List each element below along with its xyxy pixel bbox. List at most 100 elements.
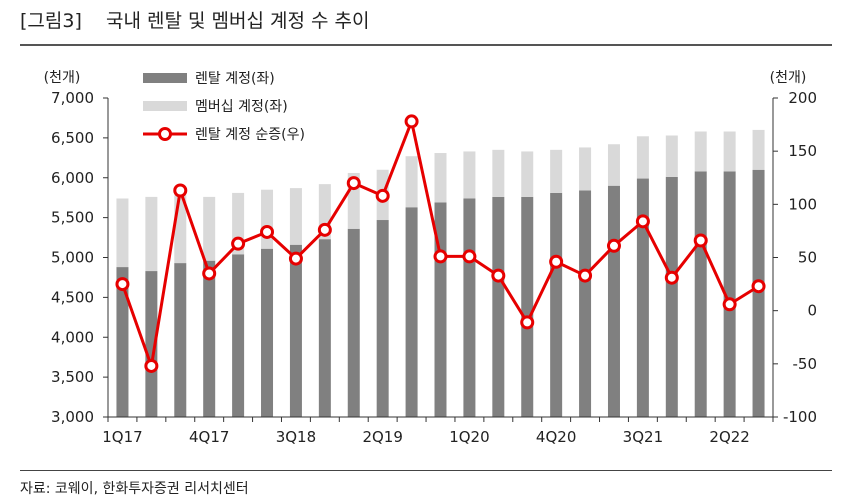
bar-membership-2Q20 bbox=[492, 149, 505, 197]
left-tick-label: 3,500 bbox=[51, 368, 94, 386]
bar-rental-4Q20 bbox=[550, 192, 563, 417]
net-adds-point-3Q22 bbox=[751, 279, 766, 294]
net-adds-point-4Q20 bbox=[549, 254, 564, 269]
bar-membership-3Q22 bbox=[752, 129, 765, 170]
bar-rental-2Q19 bbox=[376, 220, 389, 417]
x-tick-label: 4Q17 bbox=[189, 428, 229, 446]
source-divider bbox=[20, 470, 832, 471]
bar-membership-1Q21 bbox=[579, 147, 592, 191]
bar-membership-3Q20 bbox=[521, 151, 534, 197]
left-tick-label: 5,500 bbox=[51, 209, 94, 227]
left-tick-label: 4,500 bbox=[51, 288, 94, 306]
right-tick-label: 50 bbox=[798, 249, 817, 267]
bar-rental-3Q17 bbox=[174, 263, 187, 417]
x-tick-label: 4Q20 bbox=[536, 428, 576, 446]
right-tick-label: 200 bbox=[788, 89, 817, 107]
net-adds-point-2Q22 bbox=[722, 297, 737, 312]
bar-rental-3Q20 bbox=[521, 196, 534, 417]
bar-membership-3Q19 bbox=[405, 156, 418, 208]
bar-rental-2Q20 bbox=[492, 196, 505, 417]
left-tick-label: 5,000 bbox=[51, 249, 94, 267]
net-adds-point-3Q19 bbox=[404, 114, 419, 129]
net-adds-point-2Q18 bbox=[260, 224, 275, 239]
bar-rental-1Q21 bbox=[579, 190, 592, 417]
right-tick-label: -50 bbox=[793, 355, 818, 373]
net-adds-point-4Q17 bbox=[202, 266, 217, 281]
left-axis-unit-label: (천개) bbox=[44, 70, 81, 86]
x-tick-label: 2Q22 bbox=[709, 428, 749, 446]
net-adds-point-3Q17 bbox=[173, 183, 188, 198]
legend-swatch-membership bbox=[143, 101, 187, 111]
left-tick-label: 6,000 bbox=[51, 169, 94, 187]
bar-rental-1Q22 bbox=[694, 171, 707, 417]
right-tick-label: 0 bbox=[807, 302, 817, 320]
bar-rental-2Q22 bbox=[723, 171, 736, 417]
left-tick-label: 4,000 bbox=[51, 328, 94, 346]
bar-membership-1Q20 bbox=[463, 151, 476, 199]
net-adds-point-1Q18 bbox=[231, 236, 246, 251]
legend-label-membership: 멤버십 계정(좌) bbox=[195, 99, 288, 115]
bar-membership-4Q20 bbox=[550, 149, 563, 193]
x-tick-label: 3Q18 bbox=[276, 428, 316, 446]
bar-membership-3Q21 bbox=[636, 136, 649, 179]
title-divider bbox=[20, 44, 832, 46]
x-tick-label: 1Q20 bbox=[449, 428, 489, 446]
bar-rental-2Q17 bbox=[145, 271, 158, 417]
net-adds-point-4Q18 bbox=[317, 222, 332, 237]
bar-rental-3Q18 bbox=[289, 244, 302, 417]
bar-membership-4Q19 bbox=[434, 153, 447, 203]
bar-rental-3Q21 bbox=[636, 178, 649, 417]
net-adds-point-3Q18 bbox=[288, 251, 303, 266]
legend: 렌탈 계정(좌) 멤버십 계정(좌) 렌탈 계정 순증(우) bbox=[143, 71, 305, 143]
net-adds-point-1Q21 bbox=[578, 268, 593, 283]
bar-membership-4Q17 bbox=[203, 196, 216, 261]
x-tick-label: 1Q17 bbox=[102, 428, 142, 446]
net-adds-point-2Q20 bbox=[491, 268, 506, 283]
net-adds-point-1Q19 bbox=[346, 176, 361, 191]
bar-rental-2Q18 bbox=[261, 248, 274, 417]
figure-title: [그림3] 국내 렌탈 및 멤버십 계정 수 추이 bbox=[20, 10, 370, 32]
net-adds-point-2Q21 bbox=[606, 238, 621, 253]
axes-group: 3,000 3,500 4,000 4,500 5,000 5,500 6,000 6,500… bbox=[51, 89, 817, 446]
bar-rental-4Q18 bbox=[318, 239, 331, 417]
net-adds-line-group bbox=[115, 114, 766, 373]
left-tick-label: 6,500 bbox=[51, 129, 94, 147]
bar-membership-2Q17 bbox=[145, 196, 158, 272]
net-adds-point-3Q21 bbox=[635, 214, 650, 229]
bar-rental-1Q20 bbox=[463, 198, 476, 417]
bar-group bbox=[116, 129, 765, 417]
legend-label-net-adds: 렌탈 계정 순증(우) bbox=[195, 127, 305, 143]
net-adds-point-2Q19 bbox=[375, 188, 390, 203]
bar-membership-1Q22 bbox=[694, 131, 707, 172]
bar-rental-1Q19 bbox=[347, 228, 360, 417]
legend-swatch-net-adds-marker bbox=[158, 127, 172, 141]
net-adds-point-4Q21 bbox=[664, 270, 679, 285]
right-tick-label: -100 bbox=[783, 408, 817, 426]
bar-membership-1Q17 bbox=[116, 198, 129, 268]
net-adds-point-1Q22 bbox=[693, 233, 708, 248]
bar-rental-2Q21 bbox=[607, 185, 620, 417]
legend-swatch-rental bbox=[143, 73, 187, 83]
bar-rental-4Q21 bbox=[665, 176, 678, 417]
net-adds-point-3Q20 bbox=[520, 315, 535, 330]
x-tick-label: 2Q19 bbox=[362, 428, 402, 446]
bar-membership-4Q21 bbox=[665, 135, 678, 177]
right-axis-unit-label: (천개) bbox=[770, 70, 807, 86]
bar-membership-3Q18 bbox=[289, 188, 302, 245]
net-adds-point-1Q20 bbox=[462, 249, 477, 264]
bar-rental-4Q17 bbox=[203, 260, 216, 417]
right-tick-label: 150 bbox=[788, 142, 817, 160]
source-note: 자료: 코웨이, 한화투자증권 리서치센터 bbox=[20, 481, 249, 497]
bar-membership-2Q21 bbox=[607, 144, 620, 186]
bar-rental-3Q22 bbox=[752, 169, 765, 417]
net-adds-point-2Q17 bbox=[144, 358, 159, 373]
net-adds-point-1Q17 bbox=[115, 277, 130, 292]
left-tick-label: 3,000 bbox=[51, 408, 94, 426]
x-tick-label: 3Q21 bbox=[623, 428, 663, 446]
bar-membership-2Q22 bbox=[723, 131, 736, 172]
right-tick-label: 100 bbox=[788, 195, 817, 213]
legend-label-rental: 렌탈 계정(좌) bbox=[195, 71, 275, 87]
bar-rental-1Q17 bbox=[116, 267, 129, 417]
bar-rental-3Q19 bbox=[405, 207, 418, 417]
